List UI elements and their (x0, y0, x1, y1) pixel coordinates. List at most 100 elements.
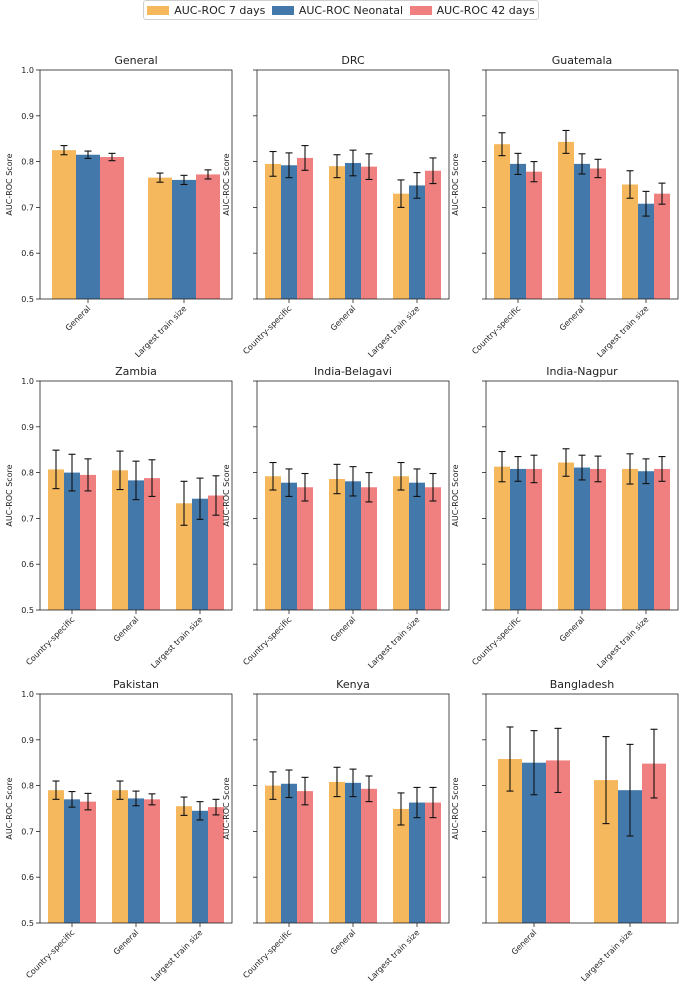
plot-frame (39, 69, 233, 300)
x-tick-label: General (329, 928, 358, 957)
bar (176, 503, 192, 610)
legend-label-42-days: AUC-ROC 42 days (436, 3, 535, 17)
plot-frame (485, 380, 679, 611)
bar (654, 193, 670, 299)
x-tick-label: Country-specific (470, 304, 522, 356)
bar (64, 799, 80, 923)
panel-kenya: Kenya AUC-ROC Score Country-specific Genera… (222, 678, 450, 983)
y-tick-label: 0.6 (21, 249, 34, 258)
bar (48, 790, 64, 923)
bar (48, 469, 64, 610)
bar (172, 179, 196, 299)
bar (638, 203, 654, 299)
bar (590, 468, 606, 610)
x-tick-label: Largest train size (149, 615, 204, 670)
bar (425, 487, 441, 610)
y-tick-label: 0.7 (21, 203, 34, 212)
bar (393, 808, 409, 923)
y-tick-label: 0.9 (21, 423, 34, 432)
plot-frame (256, 69, 450, 300)
x-tick-label: Largest train size (595, 304, 650, 359)
legend-item-7-days: AUC-ROC 7 days (147, 4, 265, 17)
bar (510, 163, 526, 299)
plot-frame (256, 380, 450, 611)
x-tick-label: Largest train size (366, 928, 421, 983)
y-tick-label: 0.9 (21, 112, 34, 121)
bar (192, 498, 208, 610)
bar (345, 162, 361, 299)
y-axis-label: AUC-ROC Score (451, 777, 460, 839)
x-tick-label: General (64, 304, 93, 333)
plot-frame (39, 693, 233, 924)
y-tick-label: 0.5 (21, 295, 34, 304)
bar (558, 141, 574, 299)
bar (208, 495, 224, 610)
x-tick-label: Country-specific (241, 928, 293, 980)
y-tick-label: 0.7 (21, 514, 34, 523)
panel-india-nagpur: India-Nagpur AUC-ROC Score Country-specifi… (451, 365, 679, 670)
bar (265, 163, 281, 299)
bar (297, 487, 313, 610)
legend-item-neonatal: AUC-ROC Neonatal (271, 4, 403, 17)
panel-title: DRC (341, 54, 365, 67)
plot-frame (39, 380, 233, 611)
bar (409, 802, 425, 923)
bar (393, 476, 409, 610)
bar (80, 801, 96, 923)
bar (265, 476, 281, 610)
y-tick-label: 0.7 (21, 827, 34, 836)
bar (361, 166, 377, 299)
bar (196, 174, 220, 299)
y-axis-label: AUC-ROC Score (222, 153, 231, 215)
y-tick-label: 0.6 (21, 560, 34, 569)
panel-title: Zambia (115, 365, 157, 378)
panel-title: Bangladesh (550, 678, 615, 691)
panel-bangladesh: Bangladesh AUC-ROC Score General Largest tr… (451, 678, 679, 983)
y-axis-label: AUC-ROC Score (5, 464, 14, 526)
x-tick-label: Largest train size (149, 928, 204, 983)
bar (409, 185, 425, 299)
y-tick-label: 0.9 (21, 736, 34, 745)
bar (361, 487, 377, 610)
legend-swatch-42-days (409, 5, 432, 15)
x-tick-label: Country-specific (241, 615, 293, 667)
bar (64, 472, 80, 610)
y-tick-label: 0.8 (21, 469, 34, 478)
bar (112, 790, 128, 923)
panel-title: India-Belagavi (314, 365, 392, 378)
bar (208, 807, 224, 923)
y-tick-label: 1.0 (21, 66, 34, 75)
x-tick-label: General (112, 928, 141, 957)
bar (281, 165, 297, 299)
y-tick-label: 0.5 (21, 919, 34, 928)
bar (526, 468, 542, 610)
bar (265, 785, 281, 923)
y-tick-label: 1.0 (21, 690, 34, 699)
x-tick-label: Country-specific (24, 615, 76, 667)
y-axis-label: AUC-ROC Score (5, 777, 14, 839)
bar (345, 481, 361, 610)
panel-title: General (114, 54, 157, 67)
panel-title: India-Nagpur (546, 365, 618, 378)
x-tick-label: General (510, 928, 539, 957)
bar (654, 468, 670, 610)
bar (192, 810, 208, 923)
legend: AUC-ROC 7 days AUC-ROC Neonatal AUC-ROC … (143, 0, 539, 20)
x-tick-label: Country-specific (470, 615, 522, 667)
bar (52, 150, 76, 299)
y-tick-label: 0.6 (21, 873, 34, 882)
y-axis-label: AUC-ROC Score (451, 464, 460, 526)
x-tick-label: General (329, 304, 358, 333)
legend-label-7-days: AUC-ROC 7 days (174, 3, 266, 17)
bar (393, 193, 409, 299)
x-tick-label: Largest train size (366, 615, 421, 670)
x-tick-label: Largest train size (579, 928, 634, 983)
panel-zambia: Zambia 0.5 0.6 0.7 0.8 0.9 1.0 AUC-ROC Score Cou… (5, 365, 233, 670)
plot-frame (485, 69, 679, 300)
bar (297, 791, 313, 923)
y-tick-label: 1.0 (21, 377, 34, 386)
plot-frame (485, 693, 679, 924)
plot-frame (256, 693, 450, 924)
x-tick-label: Largest train size (366, 304, 421, 359)
